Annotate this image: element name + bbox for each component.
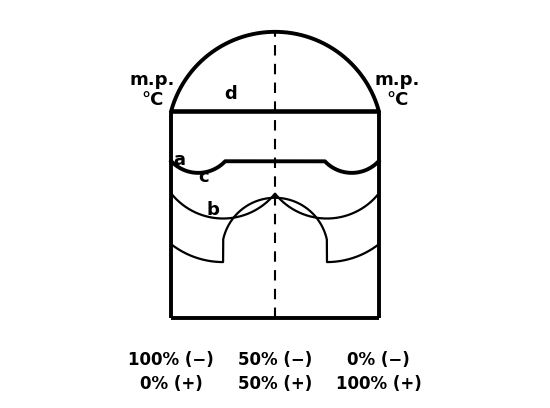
Text: m.p.
°C: m.p. °C bbox=[130, 71, 175, 109]
Text: 50% (+): 50% (+) bbox=[238, 375, 312, 393]
Text: 0% (+): 0% (+) bbox=[140, 375, 202, 393]
Text: 100% (+): 100% (+) bbox=[336, 375, 422, 393]
Text: m.p.
°C: m.p. °C bbox=[375, 71, 420, 109]
Text: 100% (−): 100% (−) bbox=[128, 350, 214, 368]
Text: d: d bbox=[224, 85, 236, 103]
Text: 0% (−): 0% (−) bbox=[348, 350, 410, 368]
Text: c: c bbox=[198, 168, 209, 186]
Text: 50% (−): 50% (−) bbox=[238, 350, 312, 368]
Text: a: a bbox=[174, 151, 185, 169]
Text: b: b bbox=[206, 201, 219, 219]
